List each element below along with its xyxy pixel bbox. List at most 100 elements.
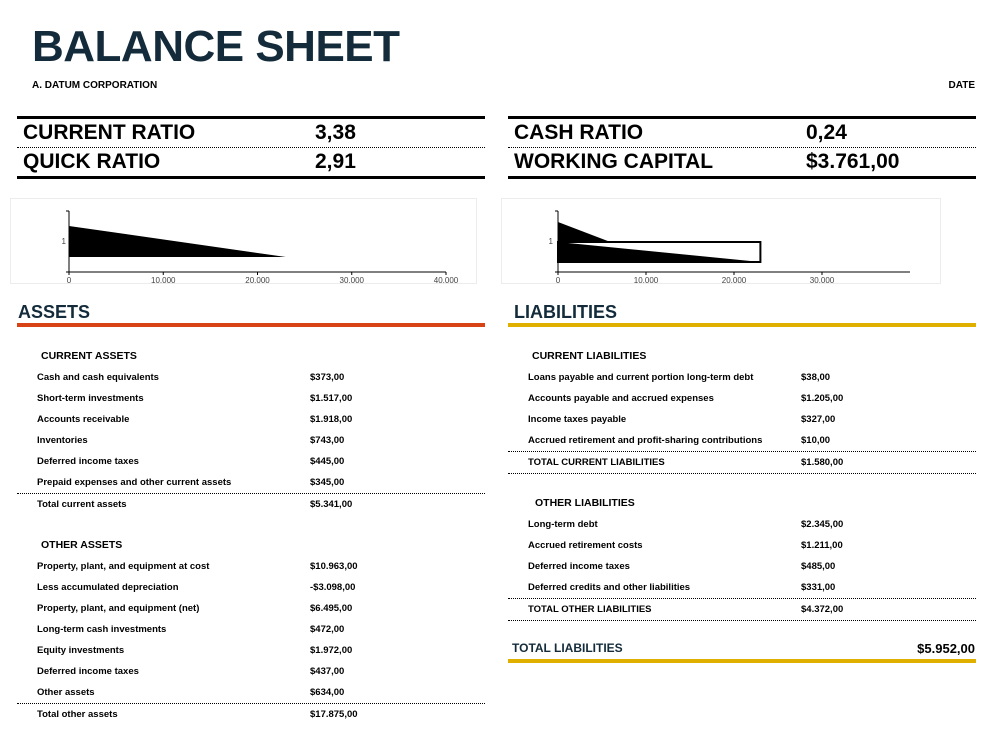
asset-item-label: Deferred income taxes	[37, 456, 139, 467]
asset-item-value: $743,00	[310, 435, 345, 446]
x-tick-label: 0	[67, 276, 72, 283]
liability-item-value: $10,00	[801, 435, 831, 446]
liability-item-label: Loans payable and current portion long-t…	[528, 372, 754, 383]
asset-item-row: Property, plant, and equipment (net) $6.4…	[17, 598, 485, 619]
asset-item-value: -$3.098,00	[310, 582, 356, 593]
ratio-row-cash: CASH RATIO 0,24	[508, 119, 976, 148]
other-liabilities-heading: OTHER LIABILITIES	[535, 497, 635, 509]
asset-item-value: $6.495,00	[310, 603, 353, 614]
cash-ratio-value: 0,24	[806, 121, 847, 144]
working-capital-label: WORKING CAPITAL	[514, 150, 714, 173]
quick-ratio-value: 2,91	[315, 150, 356, 173]
liability-item-row: Loans payable and current portion long-t…	[508, 367, 976, 388]
total-label: TOTAL CURRENT LIABILITIES	[528, 457, 665, 468]
assets-chart: 1 0 10.000 20.000 30.000 40.000	[62, 210, 459, 285]
current-liabilities-total-row: TOTAL CURRENT LIABILITIES $1.580,00	[508, 451, 976, 474]
asset-item-value: $373,00	[310, 372, 345, 383]
working-capital-value: $3.761,00	[806, 150, 900, 173]
liability-item-value: $331,00	[801, 582, 836, 593]
asset-item-row: Inventories $743,00	[17, 430, 485, 451]
asset-item-value: $10.963,00	[310, 561, 358, 572]
x-tick-label: 30.000	[810, 276, 835, 283]
current-liabilities-items: Loans payable and current portion long-t…	[508, 367, 976, 451]
asset-item-label: Cash and cash equivalents	[37, 372, 159, 383]
current-assets-heading: CURRENT ASSETS	[41, 350, 137, 362]
other-liabilities-total-row: TOTAL OTHER LIABILITIES $4.372,00	[508, 598, 976, 621]
x-tick-label: 10.000	[151, 276, 176, 283]
liabilities-rule	[508, 323, 976, 327]
liability-item-row: Long-term debt $2.345,00	[508, 514, 976, 535]
current-assets-items: Cash and cash equivalents $373,00 Short-te…	[17, 367, 485, 493]
liability-item-label: Income taxes payable	[528, 414, 627, 425]
current-liabilities-heading: CURRENT LIABILITIES	[532, 350, 647, 362]
liability-item-row: Deferred credits and other liabilities $3…	[508, 577, 976, 598]
asset-item-label: Inventories	[37, 435, 88, 446]
liability-item-label: Long-term debt	[528, 519, 598, 530]
assets-rule	[17, 323, 485, 327]
other-liabilities-items: Long-term debt $2.345,00 Accrued retiremen…	[508, 514, 976, 598]
asset-item-value: $1.517,00	[310, 393, 353, 404]
asset-item-value: $437,00	[310, 666, 345, 677]
ratio-row-current: CURRENT RATIO 3,38	[17, 119, 485, 148]
liability-item-label: Accounts payable and accrued expenses	[528, 393, 714, 404]
y-tick-label: 1	[549, 237, 554, 246]
total-value: $17.875,00	[310, 709, 358, 720]
total-value: $1.580,00	[801, 457, 844, 468]
asset-item-label: Short-term investments	[37, 393, 144, 404]
asset-item-row: Deferred income taxes $445,00	[17, 451, 485, 472]
liabilities-chart: 1 0 10.000 20.000 30.000	[549, 210, 910, 285]
liability-item-value: $38,00	[801, 372, 831, 383]
total-label: Total other assets	[37, 709, 118, 720]
current-liabilities-list: Loans payable and current portion long-t…	[508, 367, 976, 474]
current-assets-total-row: Total current assets $5.341,00	[17, 493, 485, 515]
asset-item-label: Property, plant, and equipment (net)	[37, 603, 200, 614]
date-label: DATE	[948, 80, 975, 91]
asset-item-row: Deferred income taxes $437,00	[17, 661, 485, 682]
asset-item-value: $634,00	[310, 687, 345, 698]
total-liabilities-rule	[508, 659, 976, 663]
area-series-1	[69, 226, 286, 257]
total-value: $5.341,00	[310, 499, 353, 510]
other-assets-total-row: Total other assets $17.875,00	[17, 703, 485, 725]
asset-item-value: $345,00	[310, 477, 345, 488]
asset-item-row: Less accumulated depreciation -$3.098,00	[17, 577, 485, 598]
liability-item-value: $1.205,00	[801, 393, 844, 404]
asset-item-label: Deferred income taxes	[37, 666, 139, 677]
asset-item-value: $445,00	[310, 456, 345, 467]
total-label: Total current assets	[37, 499, 127, 510]
assets-title: ASSETS	[18, 302, 91, 322]
area-series-2	[558, 242, 761, 262]
liability-item-row: Accounts payable and accrued expenses $1.…	[508, 388, 976, 409]
liability-item-value: $327,00	[801, 414, 836, 425]
x-tick-label: 20.000	[245, 276, 270, 283]
other-assets-heading: OTHER ASSETS	[41, 539, 123, 551]
page-title: BALANCE SHEET	[32, 22, 400, 71]
asset-item-label: Long-term cash investments	[37, 624, 167, 635]
total-liabilities-row: TOTAL LIABILITIES $5.952,00	[512, 641, 975, 656]
other-assets-items: Property, plant, and equipment at cost $1…	[17, 556, 485, 703]
quick-ratio-label: QUICK RATIO	[23, 150, 161, 173]
assets-chart-frame: 1 0 10.000 20.000 30.000 40.000	[10, 198, 477, 285]
asset-item-row: Equity investments $1.972,00	[17, 640, 485, 661]
total-liabilities-label: TOTAL LIABILITIES	[512, 641, 623, 655]
liability-item-row: Accrued retirement costs $1.211,00	[508, 535, 976, 556]
liability-item-value: $485,00	[801, 561, 836, 572]
asset-item-label: Prepaid expenses and other current asset…	[37, 477, 232, 488]
liability-item-label: Deferred credits and other liabilities	[528, 582, 691, 593]
ratio-box-right: CASH RATIO 0,24 WORKING CAPITAL $3.761,0…	[508, 116, 976, 179]
total-label: TOTAL OTHER LIABILITIES	[528, 604, 652, 615]
asset-item-row: Long-term cash investments $472,00	[17, 619, 485, 640]
ratio-row-working-capital: WORKING CAPITAL $3.761,00	[508, 148, 976, 176]
other-assets-list: Property, plant, and equipment at cost $1…	[17, 556, 485, 725]
liability-item-label: Accrued retirement and profit-sharing co…	[528, 435, 763, 446]
total-liabilities-value: $5.952,00	[917, 641, 975, 656]
asset-item-label: Less accumulated depreciation	[37, 582, 179, 593]
asset-item-row: Property, plant, and equipment at cost $1…	[17, 556, 485, 577]
company-name: A. DATUM CORPORATION	[32, 80, 158, 91]
asset-item-value: $472,00	[310, 624, 345, 635]
area-series-1	[558, 222, 611, 242]
asset-item-row: Short-term investments $1.517,00	[17, 388, 485, 409]
current-ratio-label: CURRENT RATIO	[23, 121, 196, 144]
ratio-row-quick: QUICK RATIO 2,91	[17, 148, 485, 176]
x-tick-label: 0	[556, 276, 561, 283]
